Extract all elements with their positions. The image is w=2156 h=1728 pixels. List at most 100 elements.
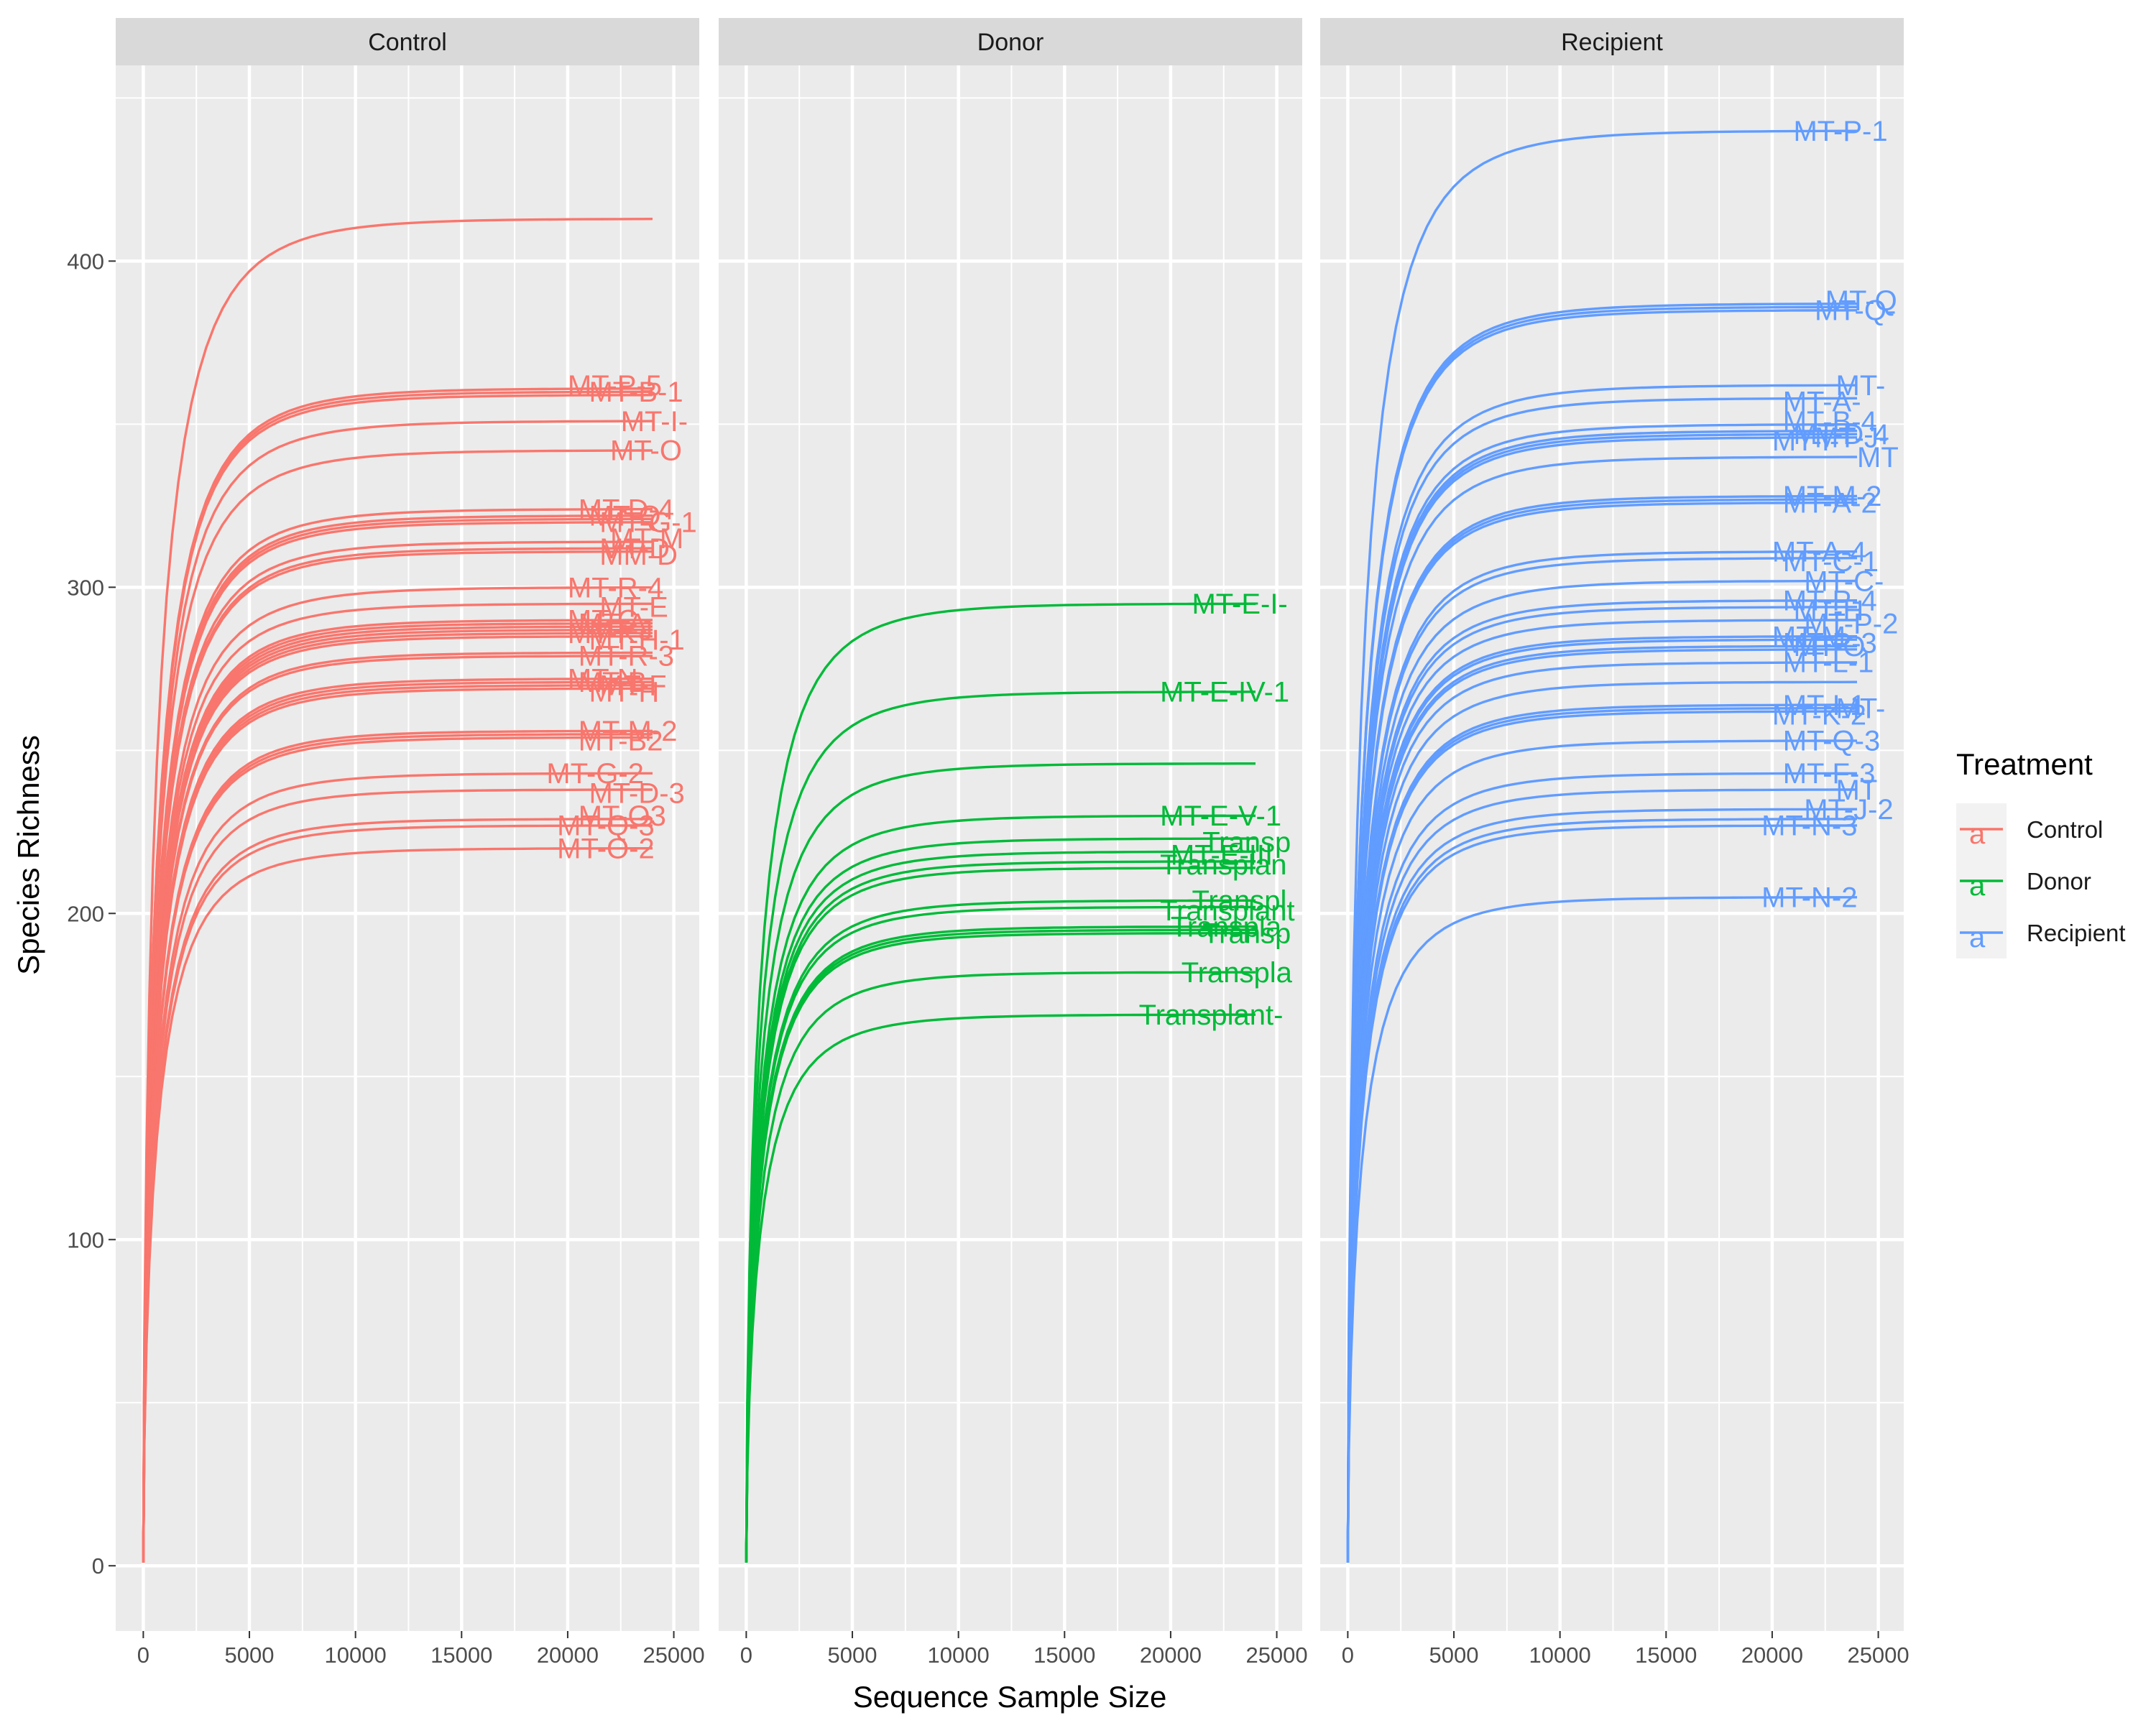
legend-key-glyph: a — [1969, 818, 1986, 850]
curve-label: MT-H — [1793, 595, 1864, 627]
curve-label: Transpla — [1171, 911, 1282, 943]
rarefaction-curve — [142, 550, 653, 1563]
legend-entry-label: Donor — [2027, 868, 2091, 895]
curve-label: MT-C- — [1804, 565, 1884, 597]
curve-label: MT-Q-3 — [1783, 726, 1881, 757]
rarefaction-curve — [1346, 808, 1858, 1563]
curve-label: MT-I- — [621, 406, 688, 438]
x-tick-label: 15000 — [1033, 1642, 1095, 1668]
rarefaction-curve — [745, 690, 1256, 1563]
curve-label: MT-R-4 — [568, 572, 663, 604]
legend-entry-label: Recipient — [2027, 920, 2126, 946]
rarefaction-curve — [1346, 824, 1858, 1563]
curve-label: MT-M — [1772, 621, 1846, 652]
curve-label: MT-P-3 — [1783, 628, 1877, 660]
curve-label: MT-P-1 — [1793, 116, 1887, 147]
curve-label: MT-M — [610, 523, 683, 555]
rarefaction-curve — [142, 449, 653, 1563]
x-tick-label: 15000 — [430, 1642, 492, 1668]
curve-label: Transplant — [1160, 895, 1295, 927]
y-tick-label: 0 — [92, 1553, 104, 1579]
rarefaction-curve — [745, 814, 1256, 1563]
rarefaction-curve — [142, 788, 653, 1563]
curve-label: MT-R-3 — [579, 641, 674, 673]
curve-label: MT-O — [1793, 631, 1865, 662]
curve-label: MT-K — [568, 618, 637, 650]
curve-label: MT-N-3 — [1761, 810, 1857, 842]
y-tick-label: 400 — [67, 249, 104, 274]
x-tick-label: 0 — [740, 1642, 752, 1668]
facet-panel-control: ControlMT-P-5MT-B-1MT-I-MT-OMT-D-4MT-QMT… — [116, 18, 705, 1668]
curve-label: MT-D-4 — [579, 494, 674, 525]
rarefaction-curve — [142, 736, 653, 1563]
curve-label: MT-G-1 — [599, 507, 697, 539]
curve-label: Transp — [1202, 826, 1291, 858]
x-tick-label: 10000 — [1529, 1642, 1591, 1668]
rarefaction-curve — [142, 394, 653, 1563]
curve-label: MT-F — [599, 670, 666, 702]
curve-label: Transpla — [1181, 957, 1293, 989]
facet-panel-recipient: RecipientMT-P-1MT-QMT-Q-MT-MT-A-MT-B-4MT… — [1320, 18, 1909, 1668]
rarefaction-curve — [745, 602, 1256, 1563]
rarefaction-curve — [1346, 710, 1857, 1563]
facet-strip-label: Control — [368, 29, 447, 56]
curve-label: MT-O3 — [579, 800, 666, 832]
x-tick-label: 5000 — [225, 1642, 275, 1668]
legend-title: Treatment — [1956, 747, 2093, 781]
rarefaction-curve — [745, 1013, 1256, 1563]
x-tick-label: 0 — [137, 1642, 149, 1668]
curve-label: MT-J — [589, 614, 653, 646]
rarefaction-curve — [745, 905, 1256, 1563]
rarefaction-curve — [1346, 661, 1857, 1563]
curve-label: Transpl — [1192, 885, 1286, 917]
curve-label: MT-B-4 — [1783, 406, 1877, 438]
rarefaction-curve — [1346, 384, 1857, 1563]
y-axis-title: Species Richness — [11, 735, 45, 975]
rarefaction-curve — [1346, 456, 1858, 1563]
curve-label: Transplant- — [1139, 999, 1284, 1031]
rarefaction-curve — [1346, 129, 1857, 1563]
curve-label: MT-E — [599, 592, 668, 624]
rarefaction-curve — [142, 772, 653, 1563]
facet-panels: ControlMT-P-5MT-B-1MT-I-MT-OMT-D-4MT-QMT… — [67, 18, 1909, 1668]
rarefaction-curve — [142, 655, 653, 1563]
curve-label: MT-E-IV-1 — [1160, 677, 1289, 708]
curve-label: MT-Q — [1825, 285, 1897, 317]
legend-key-glyph: a — [1969, 870, 1986, 902]
rarefaction-curve — [745, 931, 1256, 1563]
x-tick-label: 15000 — [1635, 1642, 1697, 1668]
curve-label: MT-A- — [1783, 387, 1861, 418]
curve-label: MT-N-2 — [1761, 882, 1857, 914]
rarefaction-curve — [1346, 788, 1857, 1563]
x-tick-label: 25000 — [1245, 1642, 1307, 1668]
rarefaction-curve — [142, 846, 653, 1563]
x-tick-label: 0 — [1342, 1642, 1354, 1668]
curve-label: MT- — [1836, 370, 1886, 402]
rarefaction-curve — [1346, 772, 1857, 1563]
facet-strip — [116, 18, 699, 65]
rarefaction-curve — [142, 824, 653, 1563]
legend-entry-control: a Control — [1956, 803, 2103, 855]
rarefaction-curve — [142, 635, 653, 1563]
curve-label: Transplan — [1160, 849, 1286, 881]
rarefaction-curve — [1346, 557, 1858, 1563]
curve-label: MT-D-3 — [589, 777, 684, 809]
curve-label: MT-B — [579, 667, 648, 698]
curve-label: MT-Q — [589, 500, 660, 532]
curve-label: MT-B-1 — [589, 376, 683, 408]
curve-label: MT-G-2 — [546, 758, 644, 790]
y-tick-label: 100 — [67, 1227, 104, 1252]
rarefaction-curve — [1346, 309, 1858, 1563]
rarefaction-curve — [1346, 579, 1858, 1563]
x-tick-label: 20000 — [1741, 1642, 1803, 1668]
rarefaction-curve — [142, 420, 653, 1563]
x-tick-label: 20000 — [1140, 1642, 1202, 1668]
curve-label: MT-H — [589, 677, 659, 708]
curve-label: MT-P-5 — [568, 370, 662, 402]
rarefaction-curve — [745, 867, 1256, 1563]
x-tick-label: 5000 — [828, 1642, 877, 1668]
curve-label: MT — [1836, 775, 1878, 806]
x-tick-label: 25000 — [642, 1642, 704, 1668]
